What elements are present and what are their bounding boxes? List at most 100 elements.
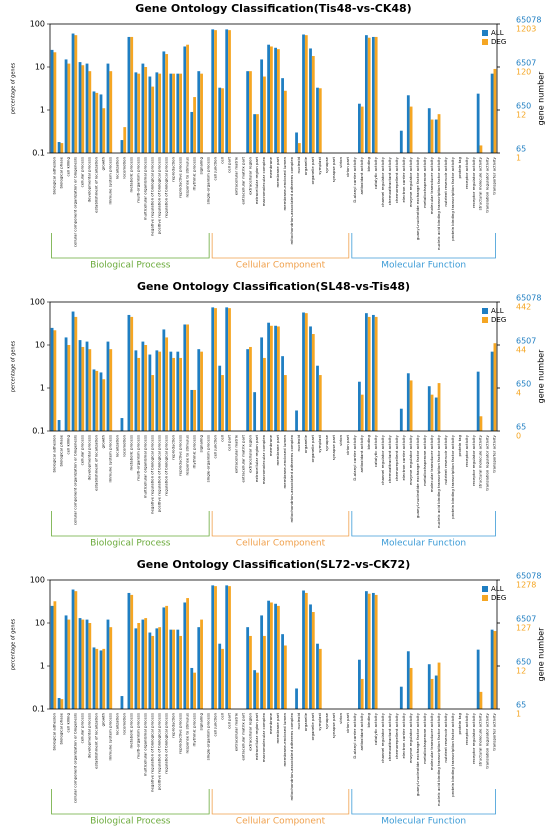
bar: [179, 73, 183, 153]
x-tick-label: protein tag: [457, 156, 462, 178]
bar: [158, 627, 162, 709]
legend-label: DEG: [491, 38, 506, 46]
bar: [190, 667, 194, 709]
x-tick-label: nutrient reservoir activity: [443, 156, 448, 206]
bar: [399, 130, 403, 153]
group-bracket: [211, 233, 350, 259]
x-tick-label: structural molecule activity: [478, 712, 483, 766]
x-tick-label: rhythmic process: [191, 713, 196, 747]
bar: [81, 65, 85, 153]
bar: [316, 87, 319, 153]
bar: [85, 63, 89, 153]
bar: [360, 678, 364, 709]
x-tick-label: nutrient reservoir activity: [443, 434, 448, 484]
bar: [367, 593, 371, 709]
x-tick-label: establishment of localization: [94, 156, 99, 212]
bar: [225, 585, 229, 709]
bar: [297, 143, 301, 153]
bar: [476, 93, 480, 153]
bar: [155, 72, 159, 153]
bar: [225, 307, 229, 431]
x-tick-label: molecular transducer activity: [429, 434, 434, 492]
x-tick-label: binding: [366, 156, 371, 171]
bar: [211, 29, 215, 153]
x-tick-label: biological phase: [59, 434, 64, 466]
y-tick-label: 1: [40, 384, 45, 393]
bar: [141, 63, 145, 153]
group-bracket: [51, 511, 210, 537]
bar: [193, 97, 196, 153]
bar: [134, 628, 138, 709]
x-tick-label: translation regulator activity: [485, 156, 490, 212]
bar: [53, 330, 57, 431]
bar: [99, 94, 103, 153]
x-tick-label: antioxidant activity: [359, 156, 364, 194]
bar: [260, 615, 264, 709]
y2-tick-label: 12: [516, 111, 526, 120]
bar: [141, 341, 145, 431]
bar: [95, 370, 99, 431]
x-tick-label: locomotion: [122, 712, 127, 734]
bar: [427, 108, 431, 153]
bar: [120, 140, 124, 153]
x-tick-label: nutrient reservoir activity: [443, 712, 448, 762]
x-tick-label: negative regulation of biological proces…: [149, 435, 154, 514]
y-axis-label: percentage of genes: [11, 618, 17, 670]
bar: [109, 349, 113, 431]
bar: [71, 311, 75, 431]
x-tick-label: chemoattractant activity: [387, 156, 392, 205]
x-tick-label: reproductive process: [177, 435, 182, 476]
bar: [50, 327, 54, 431]
bar: [144, 67, 148, 153]
bar: [434, 675, 438, 709]
x-tick-label: nucleoid: [296, 434, 301, 451]
bar: [102, 648, 106, 709]
x-tick-label: chemoattractant activity: [387, 712, 392, 761]
bar: [211, 307, 215, 431]
group-label: Cellular Component: [236, 817, 326, 827]
x-tick-label: localization: [115, 712, 120, 735]
x-tick-label: channel regulator activity: [380, 712, 385, 763]
x-tick-label: cellular component organization or bioge…: [73, 157, 78, 247]
y-tick-label: 0.1: [32, 149, 45, 158]
bar: [270, 46, 273, 153]
bar: [67, 63, 71, 153]
bar: [374, 316, 378, 431]
y-tick-label: 10: [35, 341, 45, 350]
bar: [281, 356, 284, 431]
bar: [263, 357, 266, 431]
bar: [493, 343, 497, 431]
bar: [92, 647, 96, 709]
x-tick-label: cellular process: [80, 435, 85, 465]
bar: [409, 380, 413, 431]
bar: [172, 357, 176, 431]
y2-tick-label: 4: [516, 389, 521, 398]
bar: [371, 314, 375, 431]
bar: [99, 372, 103, 431]
bar: [137, 623, 141, 709]
x-tick-label: binding: [366, 434, 371, 449]
bar: [102, 108, 106, 153]
group-label: Biological Process: [90, 817, 171, 827]
y-tick-label: 0.1: [32, 427, 45, 436]
bar: [256, 672, 259, 709]
bar: [106, 63, 110, 153]
bar: [267, 322, 271, 431]
x-tick-label: structural molecule activity: [478, 156, 483, 210]
x-tick-label: enzyme regulator activity: [408, 156, 413, 207]
x-tick-label: antioxidant activity: [359, 434, 364, 472]
x-tick-label: multicellular organismal process: [142, 713, 147, 776]
bar: [218, 87, 222, 153]
bar: [64, 59, 68, 153]
x-tick-label: mitochondrion-associated adherens comple…: [289, 156, 294, 244]
bar: [479, 691, 483, 709]
group-bracket: [351, 233, 496, 259]
y2-tick-label: 12: [516, 667, 526, 676]
x-tick-label: nucleoid: [296, 712, 301, 729]
x-tick-label: response to stimulus: [184, 435, 189, 476]
bar: [172, 73, 176, 153]
x-tick-label: multi-organism process: [136, 435, 141, 481]
bar: [427, 386, 431, 431]
x-tick-label: chemorepellent activity: [394, 434, 399, 481]
legend-swatch: [482, 586, 488, 592]
